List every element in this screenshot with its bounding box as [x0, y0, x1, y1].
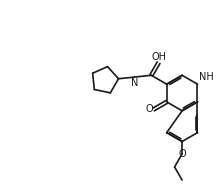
Text: NH: NH: [200, 72, 214, 82]
Text: OH: OH: [151, 52, 166, 62]
Text: N: N: [131, 78, 138, 88]
Text: O: O: [145, 104, 153, 114]
Text: O: O: [178, 149, 186, 159]
